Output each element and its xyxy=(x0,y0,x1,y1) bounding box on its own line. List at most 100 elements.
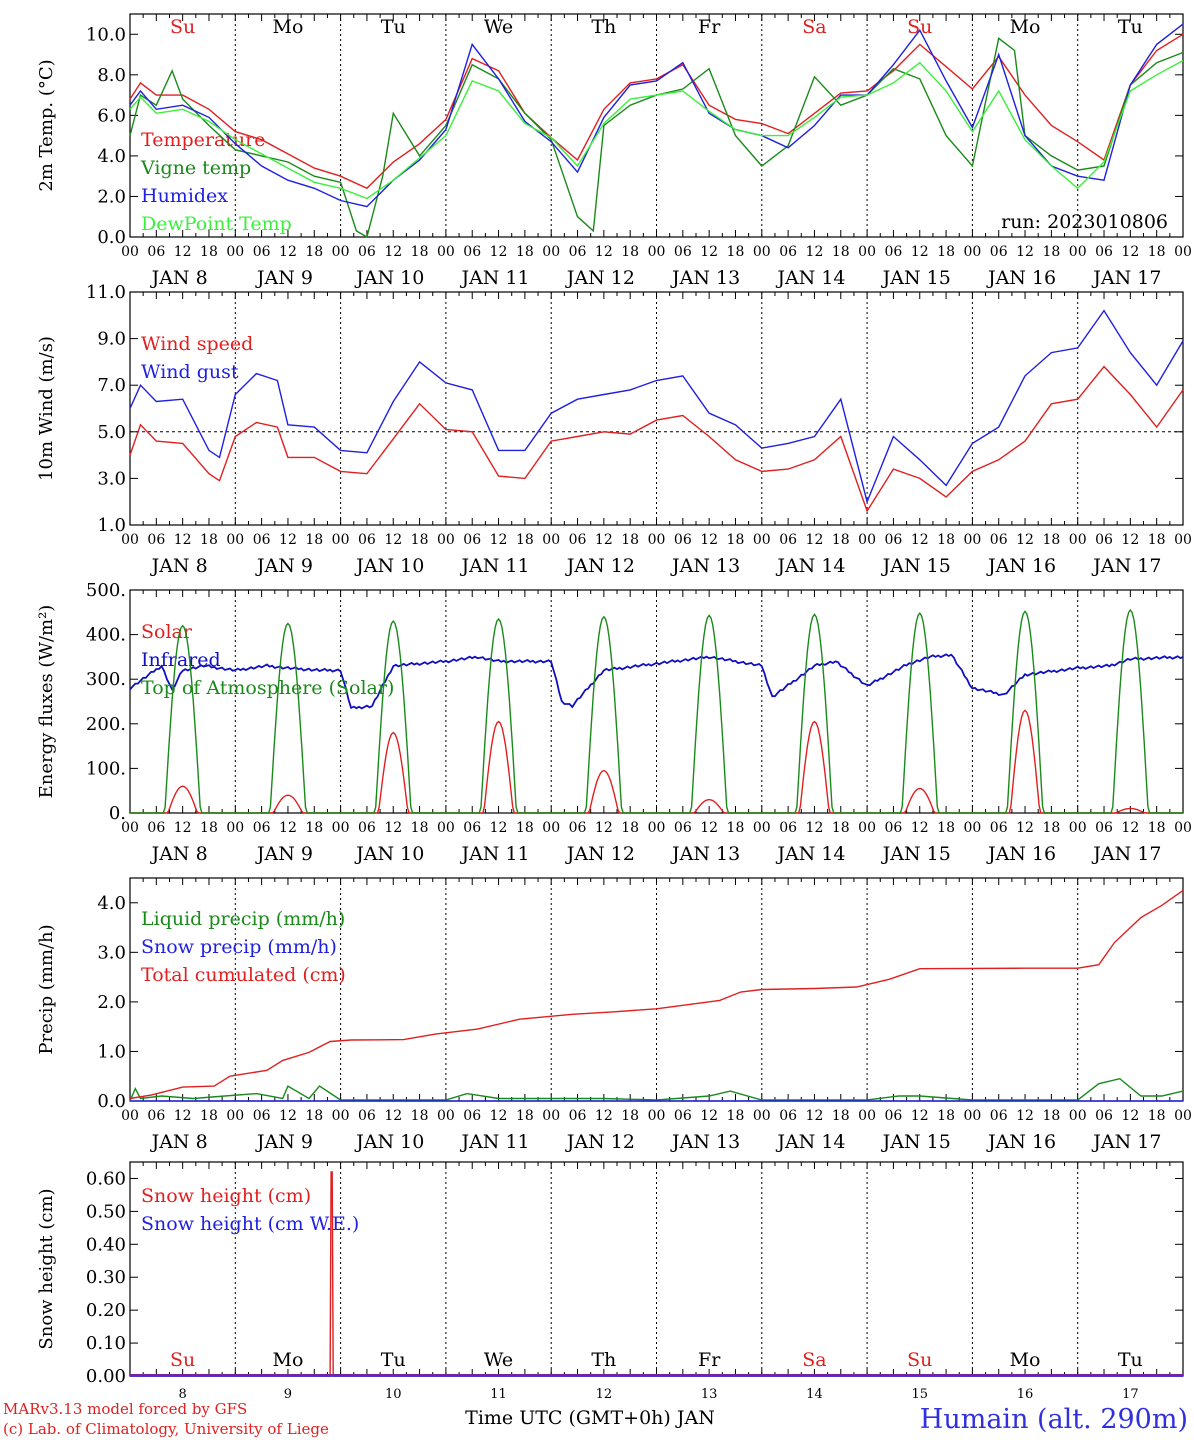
x-day-number-label: 17 xyxy=(1122,1387,1139,1402)
x-hour-tick-label: 18 xyxy=(727,532,745,548)
y-axis-label: Precip (mm/h) xyxy=(36,924,57,1054)
x-date-label: JAN 12 xyxy=(565,843,635,865)
x-date-label: JAN 15 xyxy=(881,1131,951,1153)
x-hour-tick-label: 12 xyxy=(911,820,929,836)
x-hour-tick-label: 06 xyxy=(253,820,271,836)
x-date-label: JAN 10 xyxy=(354,1131,424,1153)
x-hour-tick-label: 18 xyxy=(200,820,218,836)
x-hour-tick-label: 12 xyxy=(174,244,192,260)
x-hour-tick-label: 18 xyxy=(411,244,429,260)
x-hour-tick-label: 12 xyxy=(806,532,824,548)
x-date-label: JAN 14 xyxy=(775,555,845,577)
series-line-wind-speed xyxy=(129,365,1184,513)
legend-entry: Liquid precip (mm/h) xyxy=(141,908,345,930)
y-tick-label: 3.0 xyxy=(97,468,126,489)
y-axis-label: Snow height (cm) xyxy=(36,1188,57,1349)
x-hour-tick-label: 12 xyxy=(806,244,824,260)
x-hour-tick-label: 06 xyxy=(463,820,481,836)
location-label: Humain (alt. 290m) xyxy=(920,1404,1188,1435)
x-hour-tick-label: 06 xyxy=(885,820,903,836)
x-day-number-label: 16 xyxy=(1017,1387,1034,1402)
x-hour-tick-label: 06 xyxy=(779,820,797,836)
x-hour-tick-label: 18 xyxy=(727,820,745,836)
y-tick-label: 0.50 xyxy=(86,1201,126,1222)
legend-entry: Vigne temp xyxy=(140,157,251,179)
x-hour-tick-label: 06 xyxy=(569,532,587,548)
day-of-week-label: Fr xyxy=(698,1349,721,1371)
x-hour-tick-label: 12 xyxy=(384,1108,402,1124)
x-hour-tick-label: 18 xyxy=(305,244,323,260)
x-date-label: JAN 14 xyxy=(775,267,845,289)
x-hour-tick-label: 12 xyxy=(595,532,613,548)
x-date-label: JAN 12 xyxy=(565,267,635,289)
x-hour-tick-label: 18 xyxy=(516,820,534,836)
x-hour-tick-label: 18 xyxy=(621,1108,639,1124)
x-hour-tick-label: 18 xyxy=(1148,1108,1166,1124)
x-hour-tick-label: 18 xyxy=(937,820,955,836)
x-date-label: JAN 8 xyxy=(150,267,208,289)
y-tick-label: 11.0 xyxy=(86,282,126,303)
x-hour-tick-label: 12 xyxy=(1121,1108,1139,1124)
x-date-label: JAN 8 xyxy=(150,1131,208,1153)
x-day-number-label: 10 xyxy=(385,1387,402,1402)
day-of-week-label: Mo xyxy=(272,16,303,38)
x-hour-tick-label: 06 xyxy=(674,1108,692,1124)
x-hour-tick-label: 00 xyxy=(963,1108,981,1124)
x-hour-tick-label: 00 xyxy=(1069,244,1087,260)
x-hour-tick-label: 12 xyxy=(1121,532,1139,548)
x-hour-tick-label: 18 xyxy=(516,244,534,260)
x-hour-tick-label: 06 xyxy=(779,244,797,260)
x-hour-tick-label: 06 xyxy=(674,244,692,260)
x-date-label: JAN 13 xyxy=(670,843,740,865)
x-hour-tick-label: 00 xyxy=(437,244,455,260)
x-hour-tick-label: 18 xyxy=(1042,244,1060,260)
y-tick-label: 400. xyxy=(86,625,126,646)
x-hour-tick-label: 00 xyxy=(753,244,771,260)
credit-line: MARv3.13 model forced by GFS xyxy=(3,1400,247,1418)
x-hour-tick-label: 00 xyxy=(753,1108,771,1124)
x-hour-tick-label: 00 xyxy=(1174,1108,1192,1124)
day-of-week-label: Tu xyxy=(1118,16,1143,38)
x-hour-tick-label: 18 xyxy=(621,820,639,836)
x-hour-tick-label: 00 xyxy=(1174,532,1192,548)
x-hour-tick-label: 12 xyxy=(1121,244,1139,260)
x-hour-tick-label: 00 xyxy=(648,532,666,548)
x-hour-tick-label: 18 xyxy=(305,1108,323,1124)
x-hour-tick-label: 18 xyxy=(1042,532,1060,548)
x-hour-tick-label: 12 xyxy=(595,820,613,836)
x-hour-tick-label: 12 xyxy=(911,244,929,260)
x-hour-tick-label: 18 xyxy=(937,532,955,548)
x-hour-tick-label: 18 xyxy=(727,1108,745,1124)
series-line-wind-gust xyxy=(129,309,1184,504)
x-hour-tick-label: 06 xyxy=(569,1108,587,1124)
x-hour-tick-label: 06 xyxy=(147,244,165,260)
x-hour-tick-label: 06 xyxy=(358,244,376,260)
day-of-week-label: Sa xyxy=(802,16,826,38)
x-hour-tick-label: 06 xyxy=(463,244,481,260)
x-hour-tick-label: 00 xyxy=(542,820,560,836)
x-date-label: JAN 9 xyxy=(255,267,313,289)
x-day-number-label: 13 xyxy=(701,1387,718,1402)
x-date-label: JAN 15 xyxy=(881,555,951,577)
x-date-label: JAN 10 xyxy=(354,267,424,289)
series-line-top-of-atmosphere-solar- xyxy=(130,608,1183,814)
x-hour-tick-label: 18 xyxy=(1042,1108,1060,1124)
x-hour-tick-label: 06 xyxy=(147,532,165,548)
x-hour-tick-label: 18 xyxy=(621,244,639,260)
y-tick-label: 4.0 xyxy=(97,146,126,167)
x-hour-tick-label: 00 xyxy=(1174,244,1192,260)
legend-entry: Infrared xyxy=(141,649,221,671)
x-hour-tick-label: 12 xyxy=(595,1108,613,1124)
y-tick-label: 0.10 xyxy=(86,1333,126,1354)
x-hour-tick-label: 18 xyxy=(1148,820,1166,836)
series-line-infrared xyxy=(129,653,1184,710)
x-hour-tick-label: 18 xyxy=(832,1108,850,1124)
x-hour-tick-label: 18 xyxy=(411,820,429,836)
x-hour-tick-label: 18 xyxy=(937,1108,955,1124)
x-hour-tick-label: 12 xyxy=(1016,532,1034,548)
x-hour-tick-label: 06 xyxy=(990,820,1008,836)
series-line-vigne-temp xyxy=(129,37,1184,239)
x-date-label: JAN 8 xyxy=(150,555,208,577)
legend-entry: Top of Atmosphere (Solar) xyxy=(141,677,394,699)
x-date-label: JAN 9 xyxy=(255,1131,313,1153)
